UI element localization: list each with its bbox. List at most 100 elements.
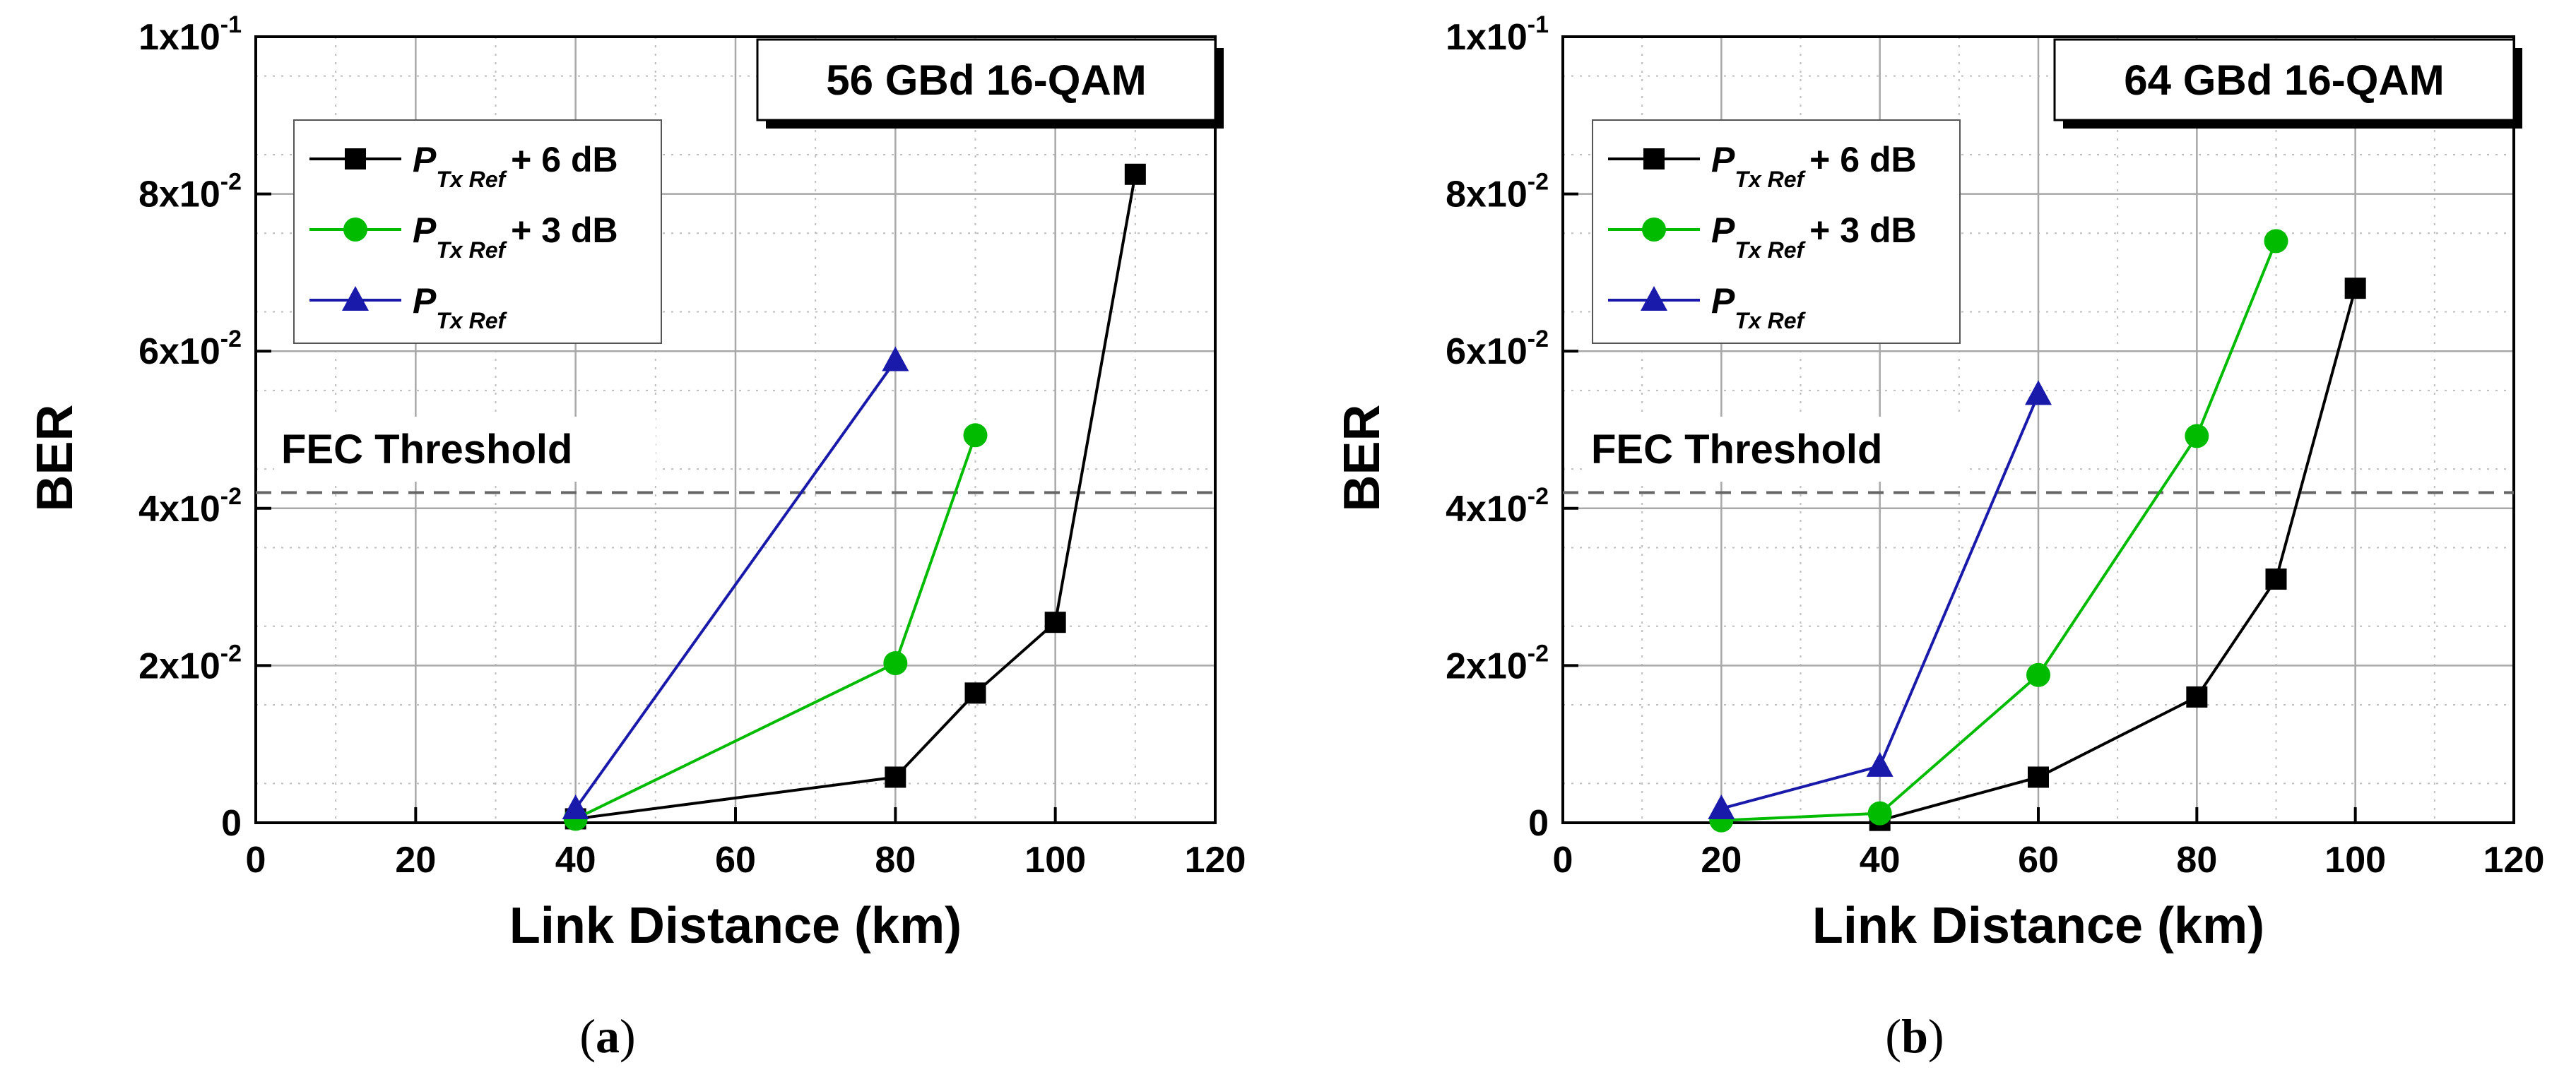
data-point bbox=[2028, 766, 2049, 788]
legend-label: PTx Ref + 3 dB bbox=[413, 210, 618, 263]
data-point bbox=[2264, 229, 2288, 254]
legend-symbol: P bbox=[413, 140, 437, 179]
fec-threshold-label: FEC Threshold bbox=[281, 427, 572, 472]
legend-symbol: P bbox=[1711, 281, 1735, 321]
x-tick-label: 20 bbox=[395, 840, 436, 881]
y-tick-label: 8x10-2 bbox=[1446, 169, 1549, 215]
caption-letter: b bbox=[1901, 1009, 1928, 1063]
legend-suffix: + 3 dB bbox=[1809, 210, 1916, 250]
fec-threshold-label: FEC Threshold bbox=[1591, 427, 1882, 472]
x-tick-label: 60 bbox=[715, 840, 756, 881]
data-point bbox=[1044, 612, 1066, 633]
data-point bbox=[2186, 686, 2208, 708]
y-tick-label: 1x10-1 bbox=[138, 11, 242, 58]
x-tick-label: 0 bbox=[246, 840, 266, 881]
data-point bbox=[1866, 751, 1893, 777]
data-point bbox=[2265, 568, 2287, 590]
legend-suffix: + 3 dB bbox=[511, 210, 618, 250]
legend-suffix: + 6 dB bbox=[1809, 140, 1916, 179]
y-tick-label: 2x10-2 bbox=[138, 640, 242, 686]
y-tick-exponent: -2 bbox=[220, 483, 242, 510]
y-tick-label: 4x10-2 bbox=[1446, 483, 1549, 530]
data-point bbox=[2025, 380, 2052, 405]
y-tick-base: 6x10 bbox=[138, 331, 220, 372]
y-axis-title: BER bbox=[1334, 404, 1390, 511]
panel-caption: (a) bbox=[579, 1009, 635, 1063]
data-point bbox=[963, 423, 988, 448]
x-tick-label: 100 bbox=[2324, 840, 2386, 881]
caption-close: ) bbox=[1928, 1009, 1944, 1063]
legend-label: PTx Ref bbox=[413, 281, 508, 333]
legend-label: PTx Ref + 6 dB bbox=[1711, 140, 1917, 192]
y-tick-exponent: -2 bbox=[220, 640, 242, 667]
y-tick-label: 1x10-1 bbox=[1446, 11, 1549, 58]
series-triangle bbox=[1708, 380, 2052, 819]
legend-suffix: + 6 dB bbox=[511, 140, 618, 179]
legend-subscript: Tx Ref bbox=[436, 167, 507, 192]
x-tick-label: 80 bbox=[875, 840, 916, 881]
data-point bbox=[1867, 801, 1892, 826]
data-point bbox=[562, 794, 589, 819]
data-point bbox=[964, 682, 986, 704]
y-tick-exponent: -2 bbox=[1528, 326, 1549, 352]
x-tick-label: 40 bbox=[555, 840, 596, 881]
y-axis-title: BER bbox=[27, 404, 83, 511]
title-box bbox=[756, 38, 1217, 121]
y-tick-label: 6x10-2 bbox=[138, 326, 242, 372]
x-tick-label: 0 bbox=[1553, 840, 1573, 881]
x-tick-label: 80 bbox=[2176, 840, 2217, 881]
y-tick-label: 6x10-2 bbox=[1446, 326, 1549, 372]
legend-symbol: P bbox=[1711, 140, 1735, 179]
series-triangle bbox=[562, 346, 909, 819]
caption-close: ) bbox=[620, 1009, 636, 1063]
y-tick-label: 0 bbox=[1528, 803, 1549, 844]
legend-label: PTx Ref + 6 dB bbox=[413, 140, 618, 192]
caption-open: ( bbox=[1885, 1009, 1901, 1063]
caption-open: ( bbox=[579, 1009, 596, 1063]
y-tick-label: 8x10-2 bbox=[138, 169, 242, 215]
legend-subscript: Tx Ref bbox=[436, 237, 507, 263]
title-box bbox=[2053, 38, 2515, 121]
x-tick-label: 60 bbox=[2018, 840, 2059, 881]
legend-symbol: P bbox=[413, 210, 437, 250]
legend-symbol: P bbox=[1711, 210, 1735, 250]
y-tick-base: 1x10 bbox=[1446, 17, 1528, 58]
chart-title: 64 GBd 16-QAM bbox=[2124, 56, 2444, 104]
panel-caption: (b) bbox=[1885, 1009, 1944, 1063]
legend-subscript: Tx Ref bbox=[1735, 308, 1806, 333]
data-point bbox=[1124, 163, 1146, 185]
y-tick-exponent: -2 bbox=[220, 169, 242, 196]
legend-marker bbox=[345, 148, 366, 169]
chart-title: 56 GBd 16-QAM bbox=[826, 56, 1146, 104]
fec-threshold-label-box bbox=[274, 417, 656, 482]
legend-marker bbox=[342, 286, 369, 311]
y-tick-exponent: -2 bbox=[220, 326, 242, 352]
y-tick-base: 8x10 bbox=[138, 174, 220, 215]
legend-subscript: Tx Ref bbox=[1735, 237, 1806, 263]
y-tick-base: 0 bbox=[1528, 803, 1549, 844]
legend-marker bbox=[1642, 218, 1666, 242]
y-tick-base: 6x10 bbox=[1446, 331, 1528, 372]
y-tick-exponent: -2 bbox=[1528, 640, 1549, 667]
legend-label: PTx Ref + 3 dB bbox=[1711, 210, 1917, 263]
data-point bbox=[882, 346, 909, 371]
y-tick-exponent: -2 bbox=[1528, 483, 1549, 510]
y-tick-base: 0 bbox=[221, 803, 242, 844]
y-tick-exponent: -1 bbox=[220, 11, 242, 38]
legend-marker bbox=[1643, 148, 1665, 169]
fec-threshold-label-box bbox=[1584, 417, 1966, 482]
legend-marker bbox=[343, 218, 367, 242]
data-point bbox=[1708, 794, 1735, 819]
legend-subscript: Tx Ref bbox=[436, 308, 507, 333]
legend-symbol: P bbox=[413, 281, 437, 321]
chart-panel-b: 0 20 40 60 80 100 12002x10-24x10-26x10-28x10-2… bbox=[1334, 11, 2544, 1063]
x-axis-title: Link Distance (km) bbox=[509, 898, 962, 954]
series-circle bbox=[563, 423, 988, 831]
data-point bbox=[2344, 278, 2366, 299]
legend-marker bbox=[1641, 286, 1667, 311]
chart-panel-a: 0 20 40 60 80 100 12002x10-24x10-26x10-28x10-2… bbox=[27, 11, 1246, 1063]
data-point bbox=[885, 766, 906, 788]
legend-subscript: Tx Ref bbox=[1735, 167, 1806, 192]
y-tick-base: 4x10 bbox=[1446, 489, 1528, 530]
